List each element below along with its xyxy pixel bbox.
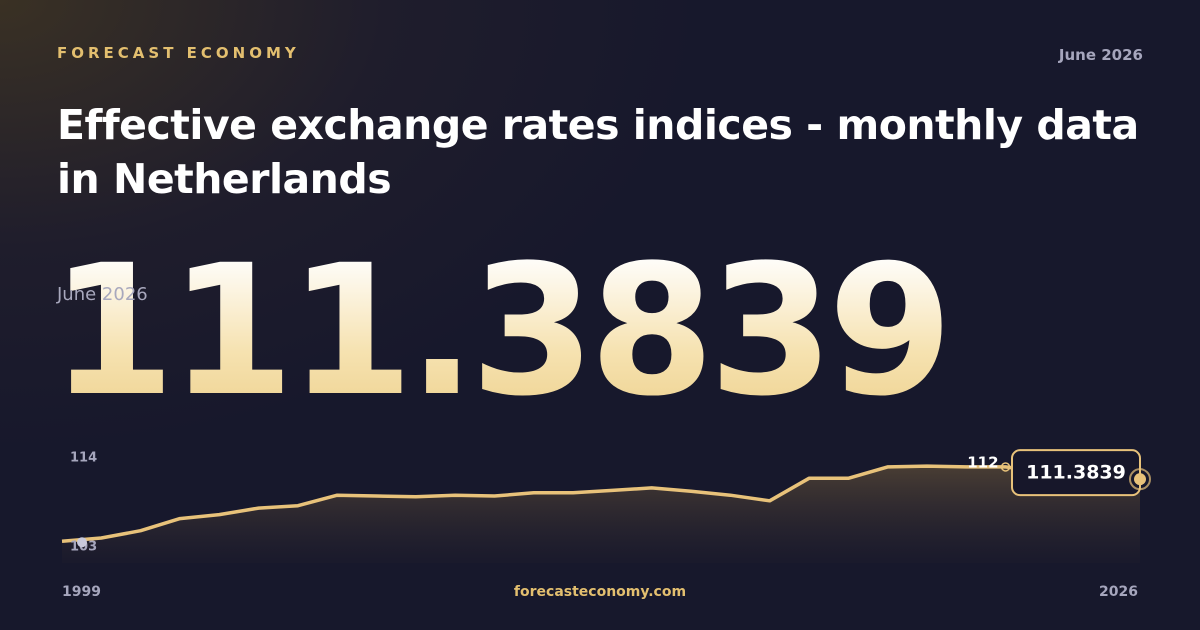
brand: FORECAST ECONOMY: [57, 44, 300, 62]
x-tick-label: 2026: [1099, 584, 1138, 600]
title: Effective exchange rates indices - month…: [57, 101, 1139, 203]
line: [61, 464, 1141, 543]
y-tick-label: 114: [70, 451, 97, 466]
headline-value: 111.3839: [50, 227, 953, 436]
end-ring: [1129, 468, 1151, 491]
callout-value: 111.3839: [1026, 462, 1126, 484]
area-fill: [62, 466, 1140, 563]
end-dot: [1134, 473, 1146, 486]
start-dot: [77, 537, 87, 548]
footer: forecasteconomy.com: [514, 584, 686, 600]
headline-date: June 2026: [57, 284, 148, 305]
annotation-marker: [1000, 462, 1011, 472]
x-tick-label: 1999: [62, 584, 101, 600]
annotation-label: 112: [967, 453, 998, 471]
date: June 2026: [1058, 46, 1143, 64]
callout-box: [1011, 449, 1141, 497]
